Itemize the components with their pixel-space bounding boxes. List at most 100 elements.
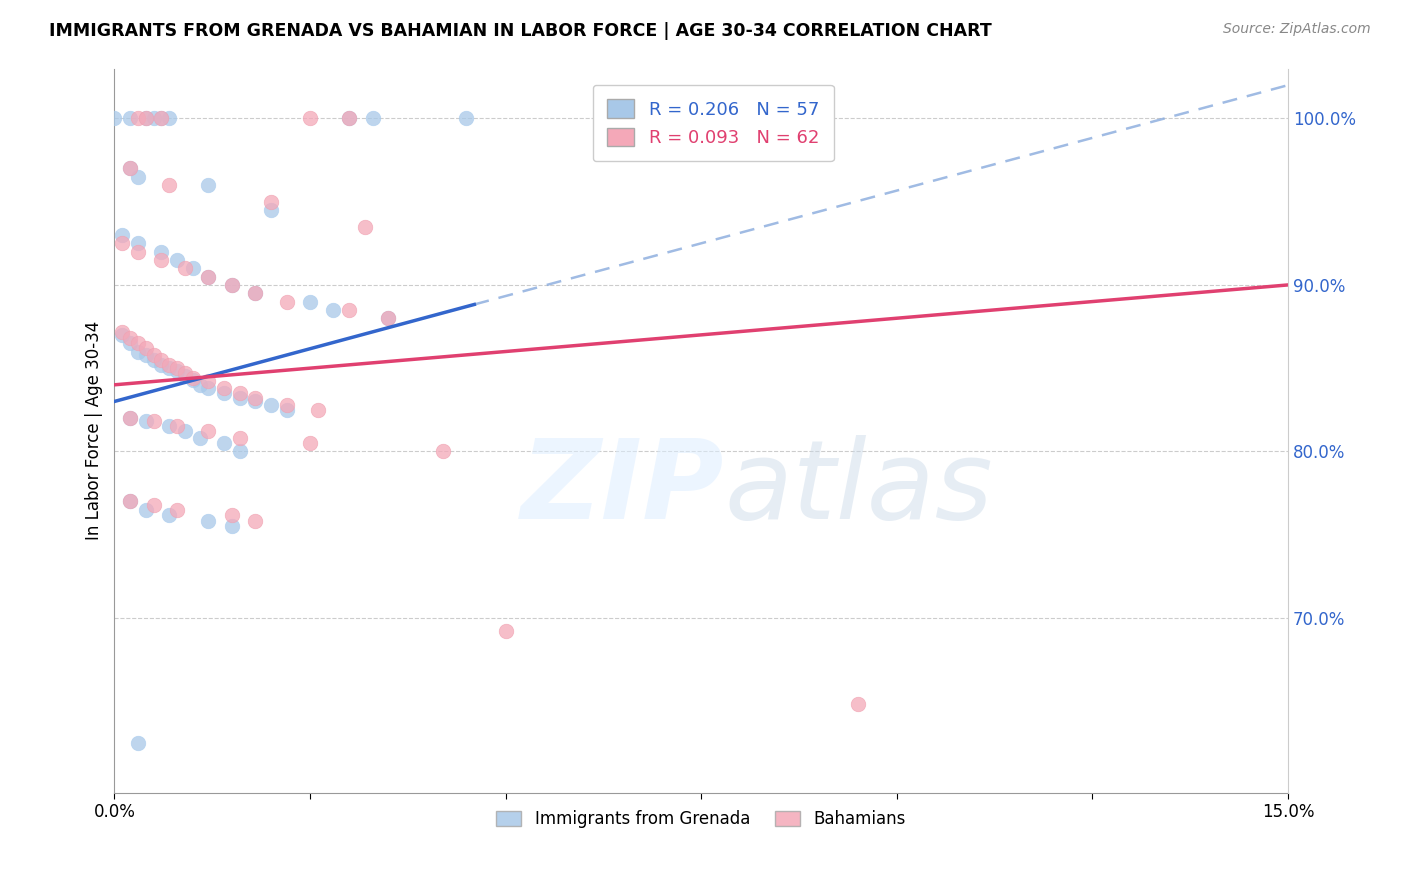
Legend: Immigrants from Grenada, Bahamians: Immigrants from Grenada, Bahamians — [489, 804, 912, 835]
Point — [111, 227, 134, 242]
Point — [228, 444, 250, 458]
Point — [197, 375, 219, 389]
Point — [221, 508, 243, 522]
Point — [228, 386, 250, 401]
Point — [432, 444, 454, 458]
Point — [298, 294, 321, 309]
Point — [228, 431, 250, 445]
Point — [166, 502, 188, 516]
Point — [150, 252, 173, 267]
Point — [846, 698, 869, 712]
Point — [150, 358, 173, 372]
Point — [127, 344, 149, 359]
Point — [212, 436, 235, 450]
Point — [190, 431, 212, 445]
Point — [221, 277, 243, 292]
Point — [111, 327, 134, 342]
Point — [157, 358, 180, 372]
Point — [245, 391, 267, 405]
Point — [135, 502, 157, 516]
Point — [150, 112, 173, 126]
Point — [135, 348, 157, 362]
Text: Source: ZipAtlas.com: Source: ZipAtlas.com — [1223, 22, 1371, 37]
Point — [173, 261, 195, 276]
Point — [120, 411, 142, 425]
Point — [142, 414, 165, 428]
Point — [166, 252, 188, 267]
Point — [276, 402, 298, 417]
Point — [173, 425, 195, 439]
Point — [197, 269, 219, 284]
Point — [298, 436, 321, 450]
Point — [135, 112, 157, 126]
Point — [111, 236, 134, 251]
Text: IMMIGRANTS FROM GRENADA VS BAHAMIAN IN LABOR FORCE | AGE 30-34 CORRELATION CHART: IMMIGRANTS FROM GRENADA VS BAHAMIAN IN L… — [49, 22, 993, 40]
Text: atlas: atlas — [724, 435, 993, 542]
Text: ZIP: ZIP — [522, 435, 724, 542]
Point — [307, 402, 329, 417]
Point — [228, 391, 250, 405]
Point — [337, 112, 360, 126]
Point — [181, 371, 204, 385]
Point — [142, 112, 165, 126]
Point — [245, 286, 267, 301]
Point — [260, 398, 283, 412]
Point — [322, 302, 344, 317]
Point — [135, 341, 157, 355]
Y-axis label: In Labor Force | Age 30-34: In Labor Force | Age 30-34 — [86, 321, 103, 541]
Point — [361, 112, 384, 126]
Point — [127, 736, 149, 750]
Point — [120, 112, 142, 126]
Point — [495, 624, 517, 639]
Point — [127, 112, 149, 126]
Point — [276, 398, 298, 412]
Point — [135, 414, 157, 428]
Point — [221, 277, 243, 292]
Point — [157, 178, 180, 192]
Point — [245, 286, 267, 301]
Point — [197, 178, 219, 192]
Point — [157, 361, 180, 376]
Point — [353, 219, 375, 234]
Point — [337, 112, 360, 126]
Point — [103, 112, 125, 126]
Point — [456, 112, 478, 126]
Point — [245, 394, 267, 409]
Point — [150, 244, 173, 259]
Point — [260, 194, 283, 209]
Point — [212, 381, 235, 395]
Point — [127, 169, 149, 184]
Point — [120, 331, 142, 345]
Point — [142, 352, 165, 367]
Point — [337, 302, 360, 317]
Point — [157, 112, 180, 126]
Point — [197, 381, 219, 395]
Point — [181, 261, 204, 276]
Point — [181, 373, 204, 387]
Point — [221, 519, 243, 533]
Point — [166, 361, 188, 376]
Point — [260, 202, 283, 217]
Point — [377, 311, 399, 326]
Point — [135, 112, 157, 126]
Point — [120, 336, 142, 351]
Point — [197, 514, 219, 528]
Point — [197, 425, 219, 439]
Point — [190, 377, 212, 392]
Point — [120, 161, 142, 176]
Point — [197, 269, 219, 284]
Point — [120, 494, 142, 508]
Point — [245, 514, 267, 528]
Point — [173, 369, 195, 384]
Point — [166, 419, 188, 434]
Point — [127, 336, 149, 351]
Point — [157, 508, 180, 522]
Point — [142, 348, 165, 362]
Point — [377, 311, 399, 326]
Point — [111, 325, 134, 339]
Point — [298, 112, 321, 126]
Point — [120, 161, 142, 176]
Point — [173, 366, 195, 380]
Point — [276, 294, 298, 309]
Point — [127, 236, 149, 251]
